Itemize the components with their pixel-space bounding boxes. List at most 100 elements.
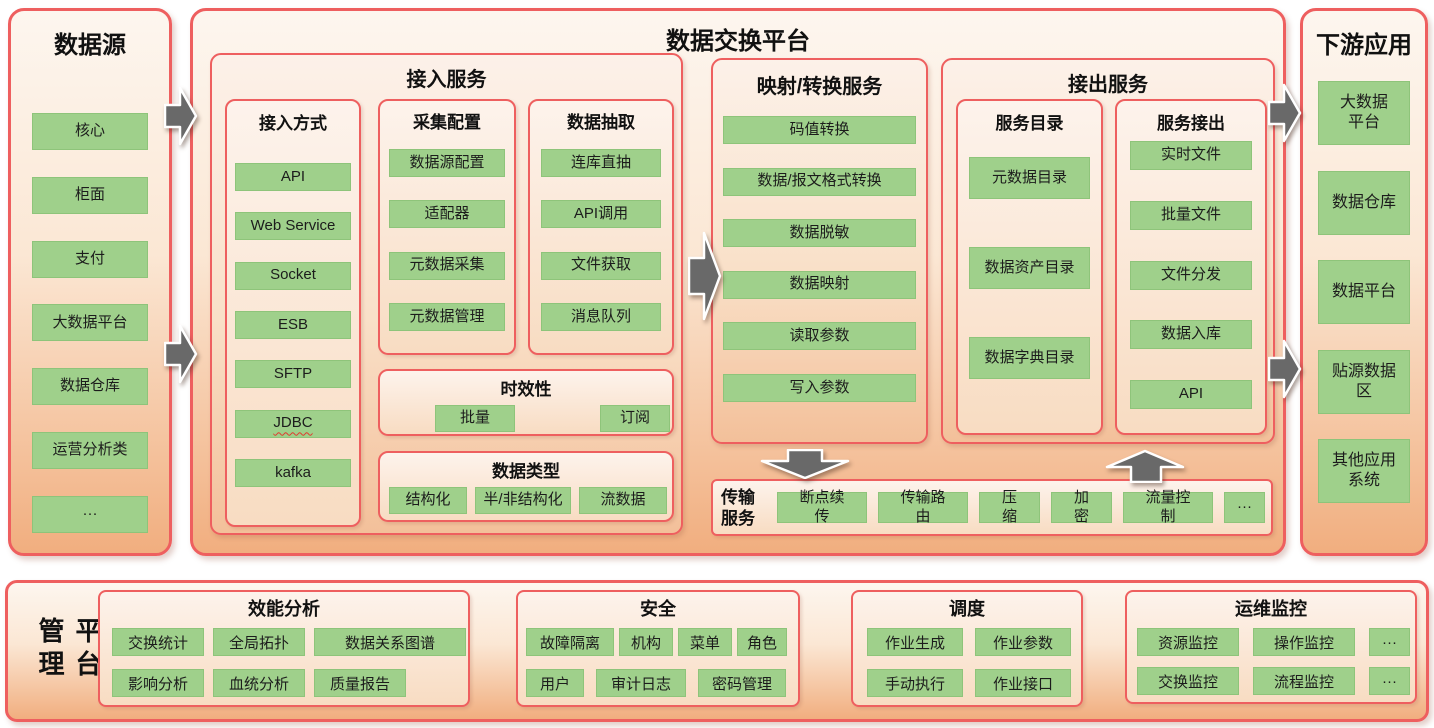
downstream-list: 大数据 平台 数据仓库 数据平台 贴源数据 区 其他应用 系统 (1318, 81, 1410, 503)
collect-config-box: 采集配置 数据源配置 适配器 元数据采集 元数据管理 (378, 99, 516, 355)
list-item: 实时文件 (1130, 141, 1252, 170)
collect-config-list: 数据源配置 适配器 元数据采集 元数据管理 (389, 149, 505, 331)
scheduling-row2: 手动执行 作业接口 (867, 669, 1072, 697)
platform-title: 数据交换平台 (666, 28, 810, 55)
list-item: 菜单 (678, 628, 733, 656)
efficiency-row1: 交换统计 全局拓扑 数据关系图谱 (112, 628, 467, 656)
service-delivery-title: 服务接出 (1157, 114, 1225, 133)
service-delivery-list: 实时文件 批量文件 文件分发 数据入库 API (1130, 141, 1252, 409)
timeliness-box: 时效性 批量 订阅 (378, 369, 674, 436)
list-item: 数据入库 (1130, 320, 1252, 350)
flow-arrow-right-icon (164, 85, 198, 147)
list-item: 手动执行 (867, 669, 964, 697)
outbound-title: 接出服务 (1068, 74, 1148, 96)
list-item: API调用 (541, 200, 661, 229)
list-item: SFTP (235, 360, 351, 389)
data-extract-box: 数据抽取 连库直抽 API调用 文件获取 消息队列 (528, 99, 674, 355)
list-item: 影响分析 (112, 669, 205, 697)
efficiency-title: 效能分析 (248, 599, 320, 619)
list-item: 文件分发 (1130, 260, 1252, 290)
monitoring-title: 运维监控 (1235, 599, 1307, 619)
monitoring-box: 运维监控 资源监控 操作监控 ··· 交换监控 流程监控 ··· (1125, 590, 1417, 704)
list-item: 半/非结构化 (475, 487, 571, 514)
list-item: 读取参数 (723, 322, 916, 351)
list-item: 支付 (32, 240, 148, 278)
list-item: Web Service (235, 212, 351, 241)
list-item: 流数据 (579, 487, 667, 514)
list-item: 作业接口 (975, 669, 1072, 697)
list-item: 柜面 (32, 176, 148, 214)
list-item: 大数据平台 (32, 304, 148, 342)
list-item: 角色 (737, 628, 788, 656)
list-item: 数据字典目录 (969, 337, 1090, 379)
list-item: 写入参数 (723, 373, 916, 402)
list-item: 适配器 (389, 200, 505, 229)
access-title: 接入服务 (406, 69, 487, 91)
datatypes-title: 数据类型 (492, 462, 560, 481)
list-item: 码值转换 (723, 116, 916, 144)
list-item: kafka (235, 458, 351, 487)
downstream-panel: 下游应用 大数据 平台 数据仓库 数据平台 贴源数据 区 其他应用 系统 (1300, 8, 1428, 556)
mapping-section: 映射/转换服务 码值转换 数据/报文格式转换 数据脱敏 数据映射 读取参数 写入… (711, 58, 928, 444)
monitoring-row2: 交换监控 流程监控 ··· (1137, 667, 1411, 695)
list-item: JDBC (235, 409, 351, 438)
platform-panel: 数据交换平台 接入服务 接入方式 API Web Service Socket … (190, 8, 1286, 556)
flow-arrow-up-icon (1105, 448, 1185, 483)
flow-arrow-right-icon (1268, 338, 1302, 400)
list-item: 断点续传 (777, 489, 867, 525)
transport-list: 断点续传 传输路由 压缩 加密 流量控制 ··· (777, 481, 1265, 534)
list-item: 贴源数据 区 (1318, 349, 1410, 414)
list-item: 操作监控 (1253, 628, 1356, 656)
list-item: 数据关系图谱 (314, 628, 467, 656)
list-item: 消息队列 (541, 302, 661, 331)
efficiency-row2: 影响分析 血统分析 质量报告 (112, 669, 407, 697)
service-catalog-list: 元数据目录 数据资产目录 数据字典目录 (969, 157, 1090, 379)
list-item: API (235, 163, 351, 191)
list-item: 密码管理 (698, 669, 787, 697)
list-item: 数据/报文格式转换 (723, 167, 916, 196)
list-item: 元数据采集 (389, 251, 505, 280)
list-item: 运营分析类 (32, 432, 148, 470)
transport-bar: 传输 服务 断点续传 传输路由 压缩 加密 流量控制 ··· (711, 479, 1273, 536)
list-item: 全局拓扑 (213, 628, 306, 656)
timeliness-title: 时效性 (500, 380, 552, 399)
list-item: 交换统计 (112, 628, 205, 656)
list-item: 批量文件 (1130, 200, 1252, 230)
list-item: 资源监控 (1137, 628, 1240, 656)
flow-arrow-right-icon (1268, 82, 1302, 144)
list-item: 故障隔离 (526, 628, 615, 656)
service-catalog-box: 服务目录 元数据目录 数据资产目录 数据字典目录 (956, 99, 1103, 435)
list-item: 数据仓库 (32, 368, 148, 406)
data-extract-title: 数据抽取 (567, 113, 635, 132)
jdbc-label: JDBC (273, 414, 313, 432)
list-item: 数据脱敏 (723, 219, 916, 248)
collect-config-title: 采集配置 (413, 113, 481, 132)
mapping-title: 映射/转换服务 (756, 76, 883, 98)
flow-arrow-right-icon (164, 323, 198, 385)
list-item: 订阅 (600, 405, 670, 432)
transport-title: 传输 服务 (721, 487, 755, 528)
list-item: 加密 (1051, 489, 1112, 525)
efficiency-box: 效能分析 交换统计 全局拓扑 数据关系图谱 影响分析 血统分析 质量报告 (98, 590, 470, 707)
list-item: 作业生成 (867, 628, 964, 656)
security-box: 安全 故障隔离 机构 菜单 角色 用户 审计日志 密码管理 (516, 590, 800, 707)
list-item: ··· (32, 495, 148, 533)
service-catalog-title: 服务目录 (995, 114, 1064, 133)
monitoring-row1: 资源监控 操作监控 ··· (1137, 628, 1411, 656)
scheduling-row1: 作业生成 作业参数 (867, 628, 1072, 656)
list-item: 流量控制 (1123, 489, 1213, 525)
list-item: 结构化 (389, 487, 467, 514)
management-panel: 平台管理 效能分析 交换统计 全局拓扑 数据关系图谱 影响分析 血统分析 质量报… (5, 580, 1429, 722)
list-item: 数据平台 (1318, 260, 1410, 324)
list-item: ··· (1369, 628, 1411, 656)
service-delivery-box: 服务接出 实时文件 批量文件 文件分发 数据入库 API (1115, 99, 1267, 435)
list-item: 核心 (32, 113, 148, 150)
datasource-panel: 数据源 核心 柜面 支付 大数据平台 数据仓库 运营分析类 ··· (8, 8, 172, 556)
data-extract-list: 连库直抽 API调用 文件获取 消息队列 (541, 149, 661, 331)
outbound-section: 接出服务 服务目录 元数据目录 数据资产目录 数据字典目录 服务接出 实时文件 … (941, 58, 1275, 444)
list-item: 质量报告 (314, 669, 407, 697)
datatypes-box: 数据类型 结构化 半/非结构化 流数据 (378, 451, 674, 522)
list-item: 元数据目录 (969, 157, 1090, 199)
security-row1: 故障隔离 机构 菜单 角色 (526, 628, 788, 656)
